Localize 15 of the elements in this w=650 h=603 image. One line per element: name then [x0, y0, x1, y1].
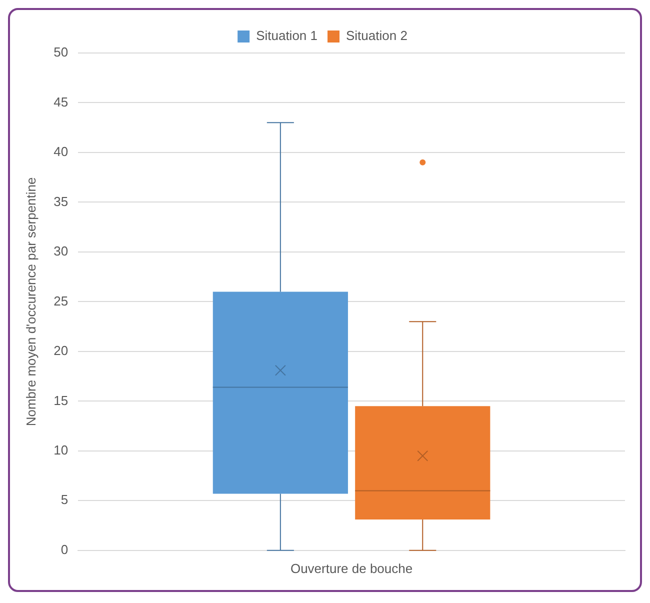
- legend-label: Situation 1: [256, 28, 318, 44]
- y-axis-title: Nombre moyen d'occurence par serpentine: [23, 177, 38, 426]
- y-tick-label: 35: [54, 194, 68, 209]
- y-tick-label: 50: [54, 44, 68, 60]
- y-tick-label: 45: [54, 94, 68, 110]
- y-tick-label: 15: [54, 392, 68, 408]
- y-tick-label: 20: [54, 343, 68, 358]
- legend-label: Situation 2: [346, 28, 408, 44]
- y-tick-label: 0: [60, 542, 68, 557]
- y-tick-label: 30: [54, 244, 68, 259]
- y-tick-label: 10: [54, 442, 68, 458]
- y-tick-label: 40: [54, 144, 68, 160]
- y-tick-label: 5: [60, 492, 68, 508]
- x-tick-label: Ouverture de bouche: [290, 560, 413, 576]
- y-tick-label: 25: [54, 293, 68, 308]
